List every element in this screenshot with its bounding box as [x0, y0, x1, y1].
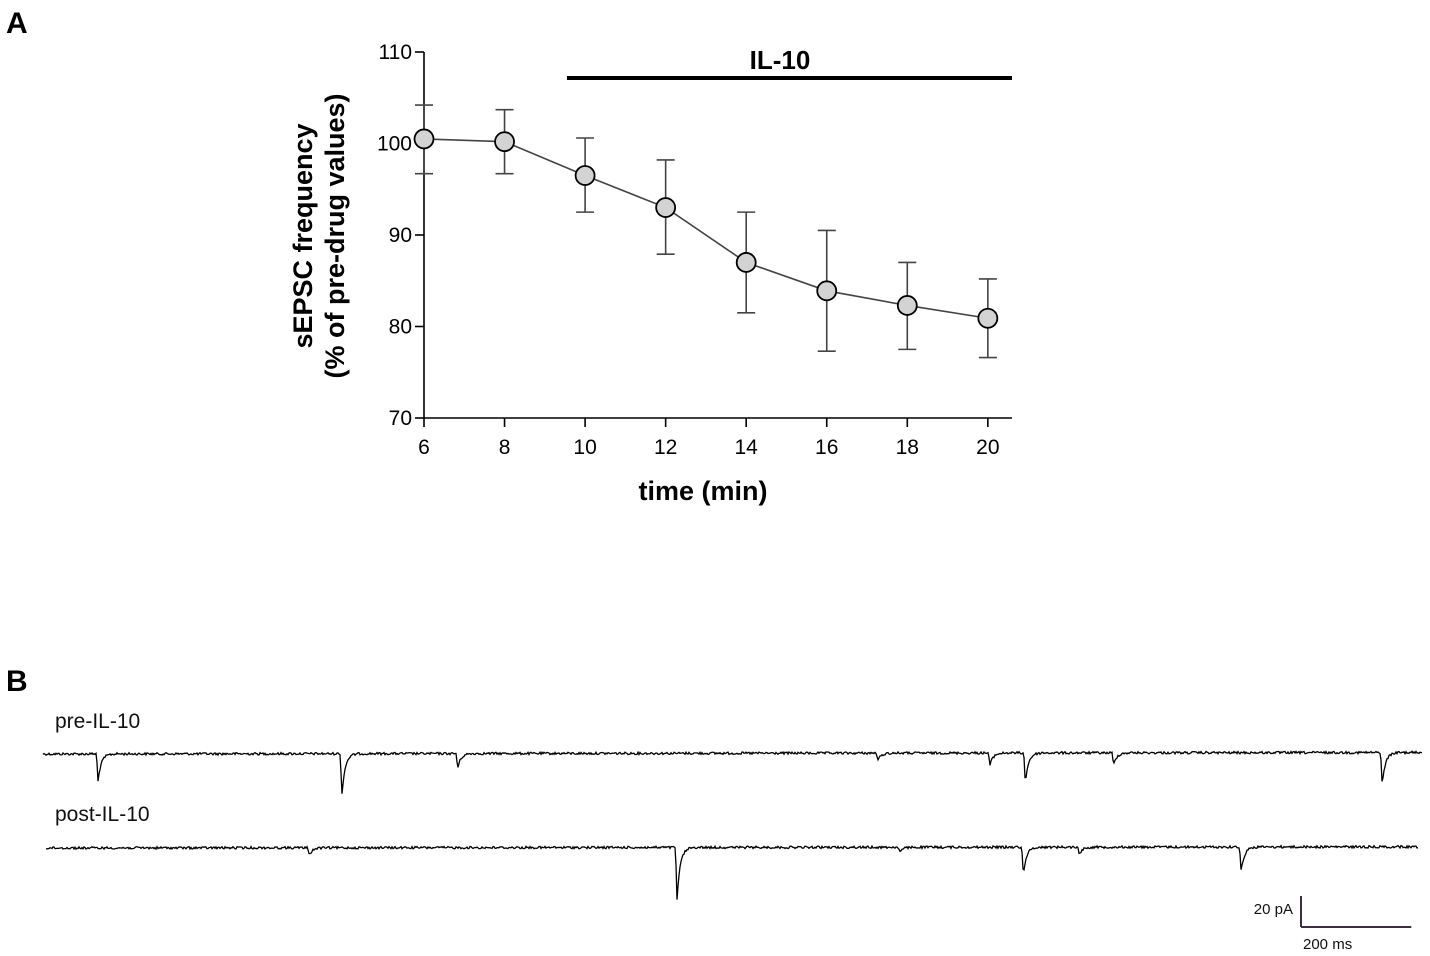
series-line	[423, 138, 988, 320]
y-axis-title-group: sEPSC frequency (% of pre-drug values)	[288, 93, 350, 378]
y-tick-label-110: 110	[379, 41, 412, 64]
x-axis-title: time (min)	[638, 476, 767, 506]
x-tick-label-16: 16	[815, 436, 838, 459]
data-points	[413, 128, 999, 329]
y-axis-title-line2: (% of pre-drug values)	[320, 93, 350, 378]
traces-panel: pre-IL-10 post-IL-10 20 pA 200 ms	[42, 710, 1423, 953]
x-axis: 6 8 10 12 14 16 18 20	[418, 417, 1012, 459]
y-tick-label-70: 70	[389, 407, 412, 430]
scale-time-label: 200 ms	[1303, 936, 1352, 953]
scale-bar: 20 pA 200 ms	[1254, 896, 1412, 953]
x-tick-label-18: 18	[896, 436, 919, 459]
x-tick-label-12: 12	[654, 436, 677, 459]
trace-label-post: post-IL-10	[55, 803, 150, 826]
y-axis-title-line1: sEPSC frequency	[288, 123, 318, 348]
panel-a-letter: A	[6, 7, 28, 40]
scale-current-label: 20 pA	[1254, 901, 1293, 918]
treatment-bar-group: IL-10	[566, 45, 1012, 80]
y-tick-label-80: 80	[389, 316, 412, 339]
trace-label-pre: pre-IL-10	[55, 710, 140, 733]
treatment-bar-label: IL-10	[750, 45, 811, 75]
data-point-12	[655, 197, 677, 218]
y-tick-label-90: 90	[389, 224, 412, 247]
data-point-18	[896, 295, 918, 316]
trace-pre-il-10	[42, 750, 1423, 794]
x-tick-label-10: 10	[573, 436, 596, 459]
panel-b-letter: B	[6, 665, 28, 698]
data-point-6	[413, 128, 435, 150]
x-tick-label-8: 8	[499, 436, 511, 459]
y-axis: 70 80 90 100 110	[377, 41, 425, 430]
data-point-16	[816, 280, 838, 302]
y-tick-label-100: 100	[377, 133, 412, 156]
x-tick-label-20: 20	[976, 436, 999, 459]
sepsc-frequency-chart: IL-10 70 80 90 100 110 6 8 10 12 14 16 18 20 time (…	[288, 41, 1012, 506]
data-point-14	[735, 252, 757, 273]
trace-post-il-10	[45, 844, 1419, 900]
data-point-10	[574, 165, 596, 186]
x-tick-label-6: 6	[418, 436, 430, 459]
x-tick-label-14: 14	[735, 436, 759, 459]
data-point-20	[977, 307, 999, 329]
data-point-8	[494, 131, 515, 153]
